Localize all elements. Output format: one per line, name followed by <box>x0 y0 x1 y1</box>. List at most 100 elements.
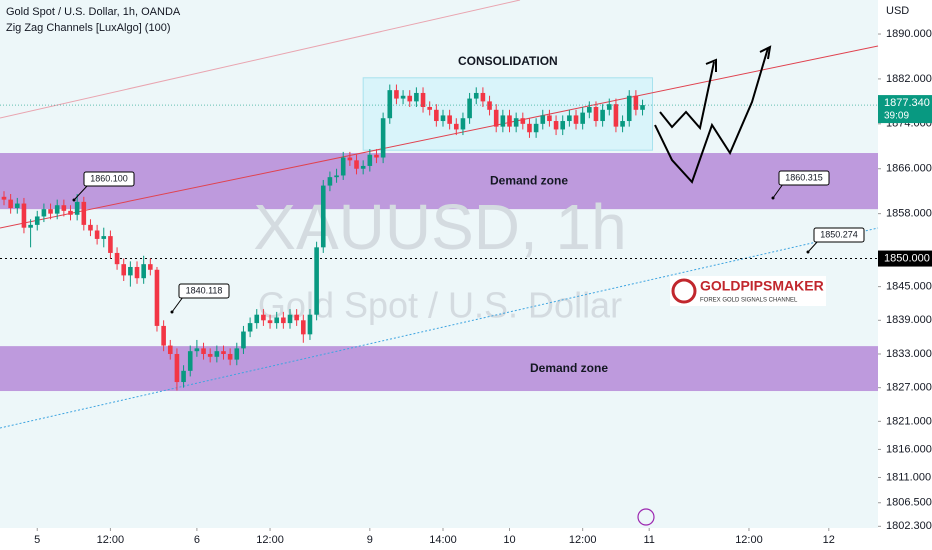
y-tick-label: 1858.000 <box>886 208 932 220</box>
y-tick-label: 1806.500 <box>886 497 932 509</box>
candle-body <box>567 115 572 122</box>
candle-body <box>134 266 140 279</box>
candle-body <box>48 209 53 214</box>
candle-body <box>513 118 519 127</box>
candle-body <box>573 115 579 124</box>
candle-body <box>74 201 80 215</box>
x-tick-label: 12 <box>823 534 835 546</box>
candle-body <box>593 106 599 122</box>
candle-body <box>453 123 459 130</box>
candle-body <box>314 247 319 315</box>
price-axis <box>878 0 932 550</box>
candle-body <box>434 109 439 122</box>
watermark-subtitle: Gold Spot / U.S. Dollar <box>258 285 622 326</box>
candle-body <box>14 203 20 209</box>
callout-box <box>813 227 865 243</box>
candle-body <box>447 115 452 124</box>
candle-body <box>154 269 160 326</box>
last-price-label: 1877.340 <box>884 97 930 109</box>
y-tick-label: 1816.000 <box>886 443 932 455</box>
logo-icon <box>671 278 697 304</box>
callout-label: 1860.100 <box>90 173 128 183</box>
callout-box <box>83 171 135 187</box>
candle-body <box>400 95 406 99</box>
candle-body <box>480 92 486 102</box>
candle-body <box>21 203 27 228</box>
indicator-name: Zig Zag Channels [LuxAlgo] (100) <box>6 22 170 34</box>
candle-body <box>41 209 47 217</box>
callout-label: 1860.315 <box>785 172 823 182</box>
y-tick-label: 1882.000 <box>886 73 932 85</box>
candle-body <box>294 314 299 321</box>
candle-body <box>128 266 133 276</box>
candle-body <box>187 351 193 371</box>
projection-path <box>659 61 715 131</box>
x-tick-label: 10 <box>503 534 515 546</box>
candle-body <box>507 115 512 127</box>
channel-upper <box>0 0 521 119</box>
y-tick-label: 1866.000 <box>886 163 932 175</box>
candle-body <box>81 201 87 225</box>
projection-path <box>654 47 769 184</box>
x-tick-label: 9 <box>367 534 373 546</box>
callout-pointer <box>171 296 184 313</box>
candle-body <box>241 331 246 349</box>
candle-body <box>261 314 266 321</box>
y-tick-label: 1811.000 <box>886 471 931 483</box>
candle-body <box>194 348 200 352</box>
candle-body <box>320 185 326 248</box>
candle-body <box>94 230 100 239</box>
channel-mid <box>0 45 879 229</box>
candle-body <box>520 118 526 124</box>
callout-pointer <box>73 184 89 201</box>
candle-body <box>440 115 446 122</box>
candle-body <box>473 92 479 99</box>
candle-body <box>360 165 366 169</box>
callout-label: 1850.274 <box>820 229 858 239</box>
logo-tagline: FOREX GOLD SIGNALS CHANNEL <box>700 298 798 304</box>
candle-body <box>214 351 220 357</box>
candle-body <box>221 351 226 354</box>
y-tick-label: 1802.300 <box>886 520 932 532</box>
candle-body <box>387 90 393 119</box>
candle-body <box>267 320 273 324</box>
callout-dot <box>72 198 76 202</box>
candle-body <box>374 154 379 158</box>
y-tick-label: 1845.000 <box>886 281 932 293</box>
candle-body <box>420 92 426 107</box>
demand-zone <box>0 153 878 210</box>
callout-box <box>178 283 230 299</box>
candle-body <box>460 118 466 130</box>
candle-body <box>287 314 293 324</box>
candle-body <box>407 95 413 102</box>
candle-body <box>527 123 532 133</box>
candle-body <box>533 123 539 133</box>
candle-body <box>254 314 260 324</box>
candle-body <box>587 106 592 113</box>
callout-dot <box>806 250 810 254</box>
zone-label: CONSOLIDATION <box>458 54 558 68</box>
price-line-label: 1850.000 <box>884 252 930 264</box>
y-tick-label: 1890.000 <box>886 28 932 40</box>
zone-label: Demand zone <box>490 173 568 187</box>
y-tick-label: 1827.000 <box>886 382 932 394</box>
candle-body <box>61 205 67 211</box>
arrow-head <box>759 45 772 60</box>
candle-body <box>141 264 146 279</box>
candle-body <box>281 317 286 324</box>
time-axis <box>0 528 878 550</box>
candle-body <box>181 370 186 383</box>
currency: USD <box>886 5 909 17</box>
candle-body <box>606 104 612 110</box>
x-tick-label: 12:00 <box>569 534 597 546</box>
y-tick-label: 1833.000 <box>886 348 932 360</box>
candle-body <box>487 101 492 110</box>
last-price-box <box>878 95 932 124</box>
candle-body <box>167 345 173 354</box>
candle-body <box>367 154 373 166</box>
x-tick-label: 14:00 <box>429 534 457 546</box>
candle-body <box>274 317 280 324</box>
candle-body <box>227 353 233 360</box>
candle-body <box>334 175 339 178</box>
